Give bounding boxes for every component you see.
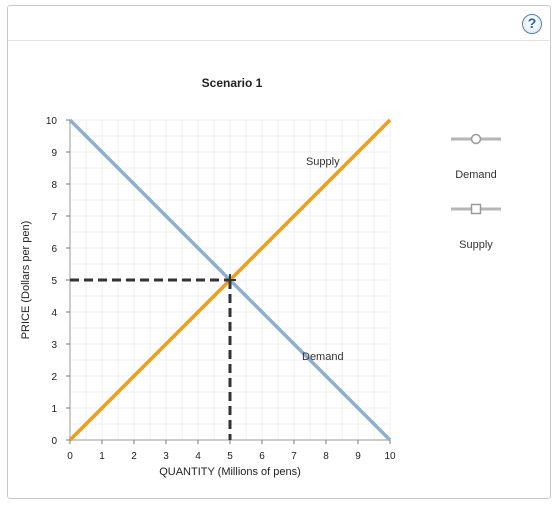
x-tick-label: 7 <box>291 451 297 462</box>
panel-header: ? <box>8 6 550 41</box>
y-tick-label: 10 <box>46 116 58 127</box>
y-tick-label: 6 <box>51 244 57 255</box>
legend: Demand Supply <box>451 133 501 251</box>
y-tick-label: 7 <box>51 212 57 223</box>
y-tick-label: 1 <box>51 404 57 415</box>
y-tick-label: 0 <box>51 436 57 447</box>
legend-demand-label: Demand <box>455 169 497 181</box>
x-tick-label: 2 <box>131 451 137 462</box>
chart-title: Scenario 1 <box>202 76 263 90</box>
x-tick-label: 8 <box>323 451 329 462</box>
graph-panel: ? <box>7 5 551 499</box>
y-tick-label: 3 <box>51 340 57 351</box>
y-axis-label: PRICE (Dollars per pen) <box>20 221 32 340</box>
y-tick-label: 8 <box>51 180 57 191</box>
y-tick-label: 2 <box>51 372 57 383</box>
y-tick-label: 5 <box>51 276 57 287</box>
x-tick-label: 6 <box>259 451 265 462</box>
x-tick-label: 3 <box>163 451 169 462</box>
legend-demand-circle-marker <box>470 133 482 145</box>
x-tick-label: 10 <box>384 451 396 462</box>
legend-supply-square-marker <box>470 203 482 215</box>
equilibrium <box>70 274 236 440</box>
x-tick-label: 1 <box>99 451 105 462</box>
y-tick-label: 9 <box>51 148 57 159</box>
x-tick-label: 9 <box>355 451 361 462</box>
x-tick-label: 4 <box>195 451 201 462</box>
demand-curve-label: Demand <box>302 351 344 363</box>
x-tick-label: 5 <box>227 451 233 462</box>
help-button[interactable]: ? <box>522 14 542 34</box>
x-axis-label: QUANTITY (Millions of pens) <box>159 466 301 478</box>
y-tick-label: 4 <box>51 308 57 319</box>
x-tick-label: 0 <box>67 451 73 462</box>
legend-supply-label: Supply <box>459 239 493 251</box>
supply-curve-label: Supply <box>306 156 340 168</box>
